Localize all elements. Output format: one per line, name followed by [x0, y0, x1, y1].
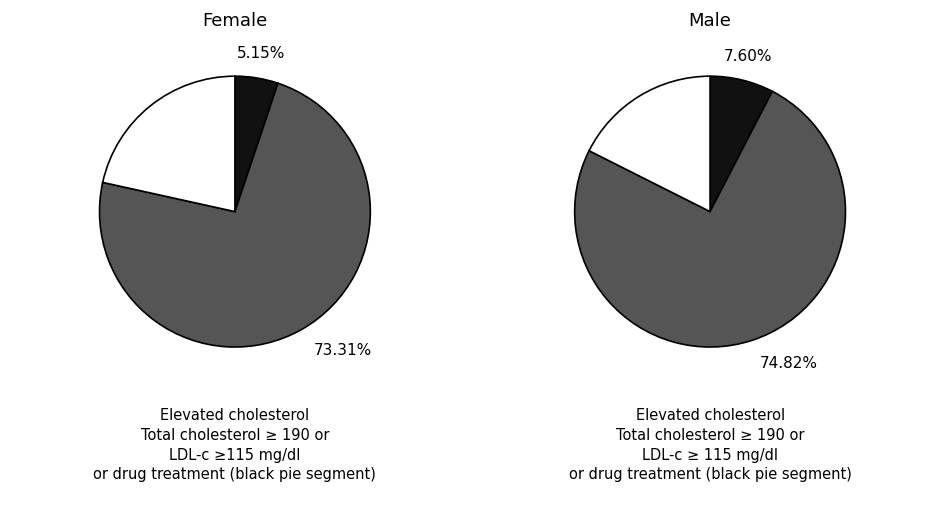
Text: Elevated cholesterol
Total cholesterol ≥ 190 or
LDL-c ≥ 115 mg/dl
or drug treatm: Elevated cholesterol Total cholesterol ≥…	[568, 408, 851, 482]
Text: 7.60%: 7.60%	[723, 49, 771, 64]
Wedge shape	[99, 83, 370, 347]
Wedge shape	[103, 76, 235, 212]
Text: 74.82%: 74.82%	[759, 356, 817, 371]
Wedge shape	[588, 76, 709, 212]
Title: Female: Female	[202, 12, 267, 30]
Text: Elevated cholesterol
Total cholesterol ≥ 190 or
LDL-c ≥115 mg/dl
or drug treatme: Elevated cholesterol Total cholesterol ≥…	[93, 408, 376, 482]
Text: 5.15%: 5.15%	[236, 47, 284, 61]
Text: 73.31%: 73.31%	[313, 343, 372, 358]
Wedge shape	[574, 92, 845, 347]
Wedge shape	[709, 76, 771, 212]
Title: Male: Male	[688, 12, 731, 30]
Wedge shape	[235, 76, 278, 212]
